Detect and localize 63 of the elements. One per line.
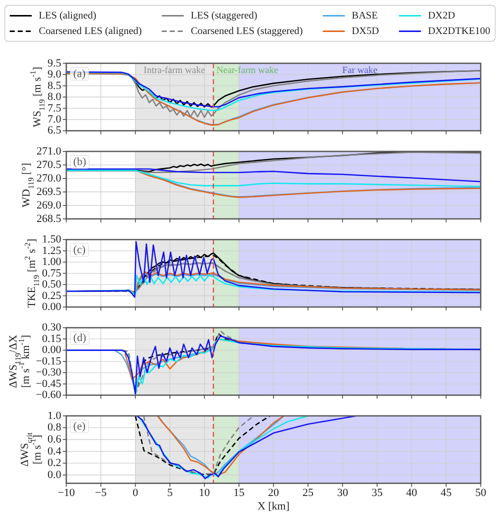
y-tick-label: 0.30 <box>42 322 62 334</box>
x-tick-label: 25 <box>302 486 314 499</box>
y-tick-label: 0.00 <box>42 344 62 356</box>
x-tick-label: −5 <box>94 486 108 499</box>
legend-label: LES (aligned) <box>38 10 96 22</box>
annotation: (e) <box>73 420 86 432</box>
y-tick-label: 271.0 <box>36 145 62 158</box>
annotation: (a) <box>73 68 86 80</box>
legend-label: DX2D <box>428 10 456 22</box>
y-tick-label: −0.30 <box>36 366 62 379</box>
annotation: (d) <box>73 332 86 344</box>
y-tick-label: 270.0 <box>36 172 62 184</box>
x-tick-label: 35 <box>372 486 384 499</box>
y-tick-label: 270.5 <box>36 158 62 171</box>
y-tick-label: 269.5 <box>36 186 62 198</box>
y-tick-label: −0.60 <box>36 389 62 402</box>
x-tick-label: 40 <box>406 486 418 499</box>
y-tick-label: 0.25 <box>42 290 62 302</box>
x-tick-label: 45 <box>440 486 452 499</box>
legend-label: DX5D <box>352 26 379 37</box>
legend-label: Coarsened LES (aligned) <box>38 26 142 37</box>
y-tick-label: 1.25 <box>42 244 62 257</box>
y-tick-label: 9.0 <box>48 68 62 81</box>
y-tick-label: 0.6 <box>48 434 62 446</box>
x-tick-label: 0 <box>132 486 139 499</box>
y-tick-label: 8.5 <box>48 80 62 92</box>
y-tick-label: 8.0 <box>48 91 62 104</box>
y-tick-label: 7.5 <box>48 102 62 114</box>
y-tick-label: −0.15 <box>36 355 62 368</box>
y-tick-label: 9.5 <box>48 57 62 70</box>
y-tick-label: −0.45 <box>36 378 62 390</box>
y-tick-label: 1.50 <box>42 234 62 246</box>
legend-label: BASE <box>352 10 378 22</box>
annotation: (b) <box>73 156 86 168</box>
x-tick-label: 15 <box>233 486 245 499</box>
x-tick-label: −10 <box>58 486 76 499</box>
band-label: Intra-farm wake <box>144 66 206 76</box>
x-axis-title: X [km] <box>257 500 290 512</box>
y-tick-label: 0.75 <box>42 267 62 280</box>
y-tick-label: 269.0 <box>36 199 62 212</box>
legend-label: Coarsened LES (staggered) <box>190 26 303 37</box>
y-tick-label: 0.15 <box>42 332 62 345</box>
y-tick-label: 1.00 <box>42 256 62 268</box>
x-tick-label: 10 <box>198 486 210 499</box>
y-tick-label: 0.4 <box>48 445 62 458</box>
x-tick-label: 20 <box>268 486 280 499</box>
y-tick-label: 7.0 <box>48 114 62 126</box>
x-tick-label: 5 <box>167 486 174 499</box>
y-tick-label: 0.2 <box>48 457 62 470</box>
y-tick-label: 0.8 <box>48 422 62 434</box>
y-tick-label: 268.5 <box>36 212 62 225</box>
y-tick-label: 6.5 <box>48 124 62 137</box>
x-tick-label: 50 <box>475 486 487 499</box>
legend-label: DX2DTKE100 <box>428 26 490 37</box>
legend-label: LES (staggered) <box>190 10 258 22</box>
annotation: (c) <box>73 244 86 256</box>
y-tick-label: 0.00 <box>42 301 62 314</box>
band-label: Near-farm wake <box>216 66 278 76</box>
y-tick-label: 1.0 <box>48 410 62 422</box>
x-tick-label: 30 <box>337 486 349 499</box>
band-label: Far wake <box>342 66 378 76</box>
y-tick-label: 0.50 <box>42 278 62 291</box>
y-tick-label: 0.0 <box>48 469 62 482</box>
